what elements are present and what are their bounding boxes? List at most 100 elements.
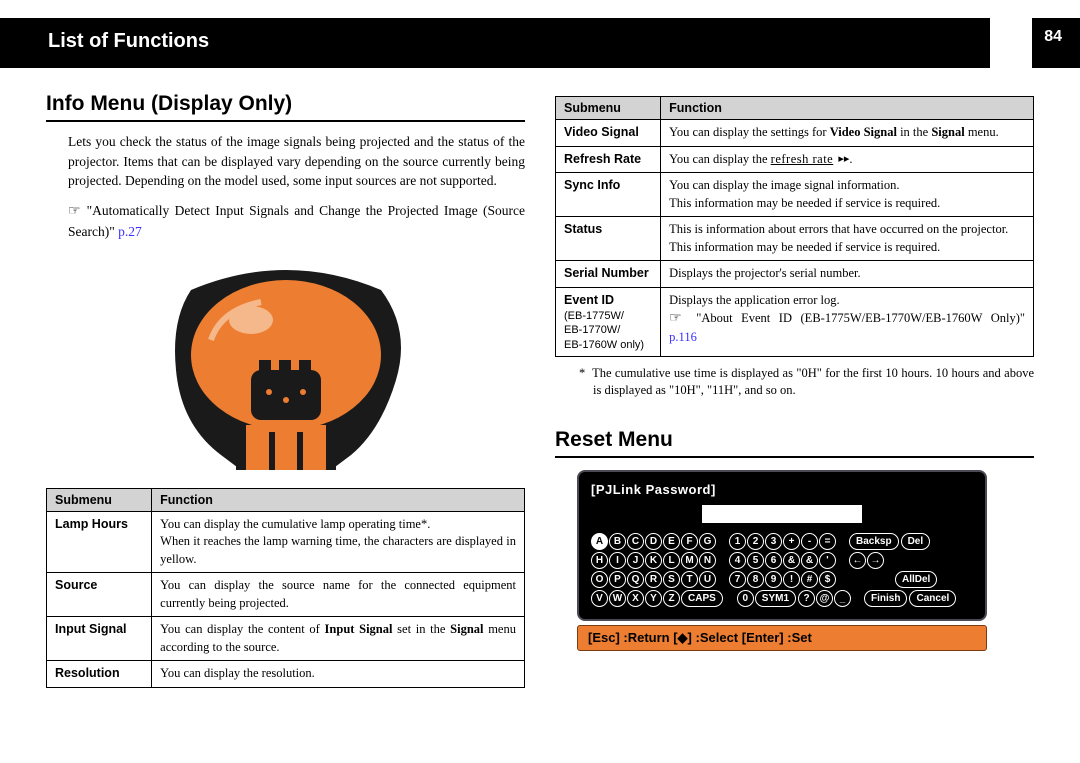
page-number: 84 <box>1044 28 1062 46</box>
osd-key[interactable]: & <box>783 552 800 569</box>
osd-key-row: OPQRSTU789!#$ AllDel <box>591 571 973 588</box>
submenu-cell: Lamp Hours <box>47 511 152 573</box>
osd-key[interactable]: 2 <box>747 533 764 550</box>
osd-key[interactable]: X <box>627 590 644 607</box>
osd-key[interactable]: + <box>783 533 800 550</box>
osd-caps-key[interactable]: CAPS <box>681 590 723 607</box>
function-cell: This is information about errors that ha… <box>661 217 1034 261</box>
osd-key[interactable]: 9 <box>765 571 782 588</box>
function-cell: You can display the source name for the … <box>152 573 525 617</box>
function-cell: Displays the projector's serial number. <box>661 261 1034 288</box>
osd-key[interactable]: 7 <box>729 571 746 588</box>
osd-key[interactable]: Y <box>645 590 662 607</box>
col-function: Function <box>152 488 525 511</box>
function-cell: You can display the settings for Video S… <box>661 120 1034 147</box>
info-table-right: Submenu Function Video SignalYou can dis… <box>555 96 1034 357</box>
osd-key[interactable]: $ <box>819 571 836 588</box>
submenu-cell: Sync Info <box>556 173 661 217</box>
table-row: Serial NumberDisplays the projector's se… <box>556 261 1034 288</box>
osd-key[interactable]: W <box>609 590 626 607</box>
info-menu-heading: Info Menu (Display Only) <box>46 92 525 122</box>
osd-side-key[interactable]: Finish <box>864 590 907 607</box>
osd-key[interactable]: U <box>699 571 716 588</box>
col-submenu: Submenu <box>47 488 152 511</box>
osd-key[interactable]: J <box>627 552 644 569</box>
osd-key[interactable]: H <box>591 552 608 569</box>
osd-key[interactable]: F <box>681 533 698 550</box>
osd-title: [PJLink Password] <box>591 482 973 497</box>
osd-key[interactable]: R <box>645 571 662 588</box>
osd-side-key[interactable]: Del <box>901 533 931 550</box>
osd-key[interactable]: ! <box>783 571 800 588</box>
osd-key[interactable]: 3 <box>765 533 782 550</box>
function-cell: You can display the image signal informa… <box>661 173 1034 217</box>
osd-sym-key[interactable]: SYM1 <box>755 590 796 607</box>
osd-key[interactable]: L <box>663 552 680 569</box>
osd-key[interactable]: P <box>609 571 626 588</box>
table-row: Event ID(EB-1775W/EB-1770W/EB-1760W only… <box>556 287 1034 356</box>
table-row: Lamp HoursYou can display the cumulative… <box>47 511 525 573</box>
submenu-cell: Input Signal <box>47 617 152 661</box>
osd-key[interactable]: & <box>801 552 818 569</box>
osd-key[interactable]: 6 <box>765 552 782 569</box>
osd-key[interactable]: K <box>645 552 662 569</box>
function-cell: You can display the refresh rate ▸▸. <box>661 146 1034 173</box>
osd-key[interactable]: M <box>681 552 698 569</box>
footnote: * The cumulative use time is displayed a… <box>579 365 1034 400</box>
osd-side-key[interactable]: AllDel <box>895 571 937 588</box>
osd-key[interactable]: ? <box>798 590 815 607</box>
osd-key[interactable]: S <box>663 571 680 588</box>
info-table-left: Submenu Function Lamp HoursYou can displ… <box>46 488 525 688</box>
osd-key[interactable]: 0 <box>737 590 754 607</box>
osd-key[interactable]: 5 <box>747 552 764 569</box>
osd-key[interactable]: # <box>801 571 818 588</box>
submenu-cell: Resolution <box>47 661 152 688</box>
osd-key[interactable]: V <box>591 590 608 607</box>
pointer-icon: ☞ <box>68 202 81 222</box>
submenu-cell: Event ID(EB-1775W/EB-1770W/EB-1760W only… <box>556 287 661 356</box>
table-row: Refresh RateYou can display the refresh … <box>556 146 1034 173</box>
osd-key[interactable]: _ <box>834 590 851 607</box>
function-cell: You can display the cumulative lamp oper… <box>152 511 525 573</box>
osd-key-row: ABCDEFG123+-= BackspDel <box>591 533 973 550</box>
osd-key[interactable]: O <box>591 571 608 588</box>
osd-key-row: VWXYZCAPS 0SYM1?@_ FinishCancel <box>591 590 973 607</box>
osd-key[interactable]: E <box>663 533 680 550</box>
osd-password-field[interactable] <box>702 505 862 523</box>
osd-side-key[interactable]: → <box>867 552 884 569</box>
table-row: Video SignalYou can display the settings… <box>556 120 1034 147</box>
submenu-cell: Video Signal <box>556 120 661 147</box>
header-tab <box>990 18 1032 68</box>
table-row: StatusThis is information about errors t… <box>556 217 1034 261</box>
col-submenu-r: Submenu <box>556 97 661 120</box>
submenu-cell: Source <box>47 573 152 617</box>
osd-key[interactable]: N <box>699 552 716 569</box>
function-cell: You can display the resolution. <box>152 661 525 688</box>
osd-key[interactable]: D <box>645 533 662 550</box>
osd-key[interactable]: T <box>681 571 698 588</box>
table-row: Input SignalYou can display the content … <box>47 617 525 661</box>
osd-key[interactable]: Z <box>663 590 680 607</box>
osd-key[interactable]: C <box>627 533 644 550</box>
submenu-cell: Refresh Rate <box>556 146 661 173</box>
osd-key[interactable]: I <box>609 552 626 569</box>
osd-key[interactable]: Q <box>627 571 644 588</box>
osd-key[interactable]: - <box>801 533 818 550</box>
table-row: Sync InfoYou can display the image signa… <box>556 173 1034 217</box>
osd-key[interactable]: B <box>609 533 626 550</box>
osd-key[interactable]: @ <box>816 590 833 607</box>
osd-key[interactable]: 4 <box>729 552 746 569</box>
osd-side-key[interactable]: Cancel <box>909 590 956 607</box>
osd-key[interactable]: A <box>591 533 608 550</box>
osd-key[interactable]: 8 <box>747 571 764 588</box>
osd-key[interactable]: ' <box>819 552 836 569</box>
osd-key[interactable]: 1 <box>729 533 746 550</box>
osd-side-key[interactable]: ← <box>849 552 866 569</box>
left-column: Info Menu (Display Only) Lets you check … <box>46 92 525 688</box>
osd-key[interactable]: = <box>819 533 836 550</box>
osd-side-key[interactable]: Backsp <box>849 533 899 550</box>
col-function-r: Function <box>661 97 1034 120</box>
osd-key[interactable]: G <box>699 533 716 550</box>
page-ref-27[interactable]: p.27 <box>118 224 142 239</box>
info-intro-text: Lets you check the status of the image s… <box>68 132 525 191</box>
